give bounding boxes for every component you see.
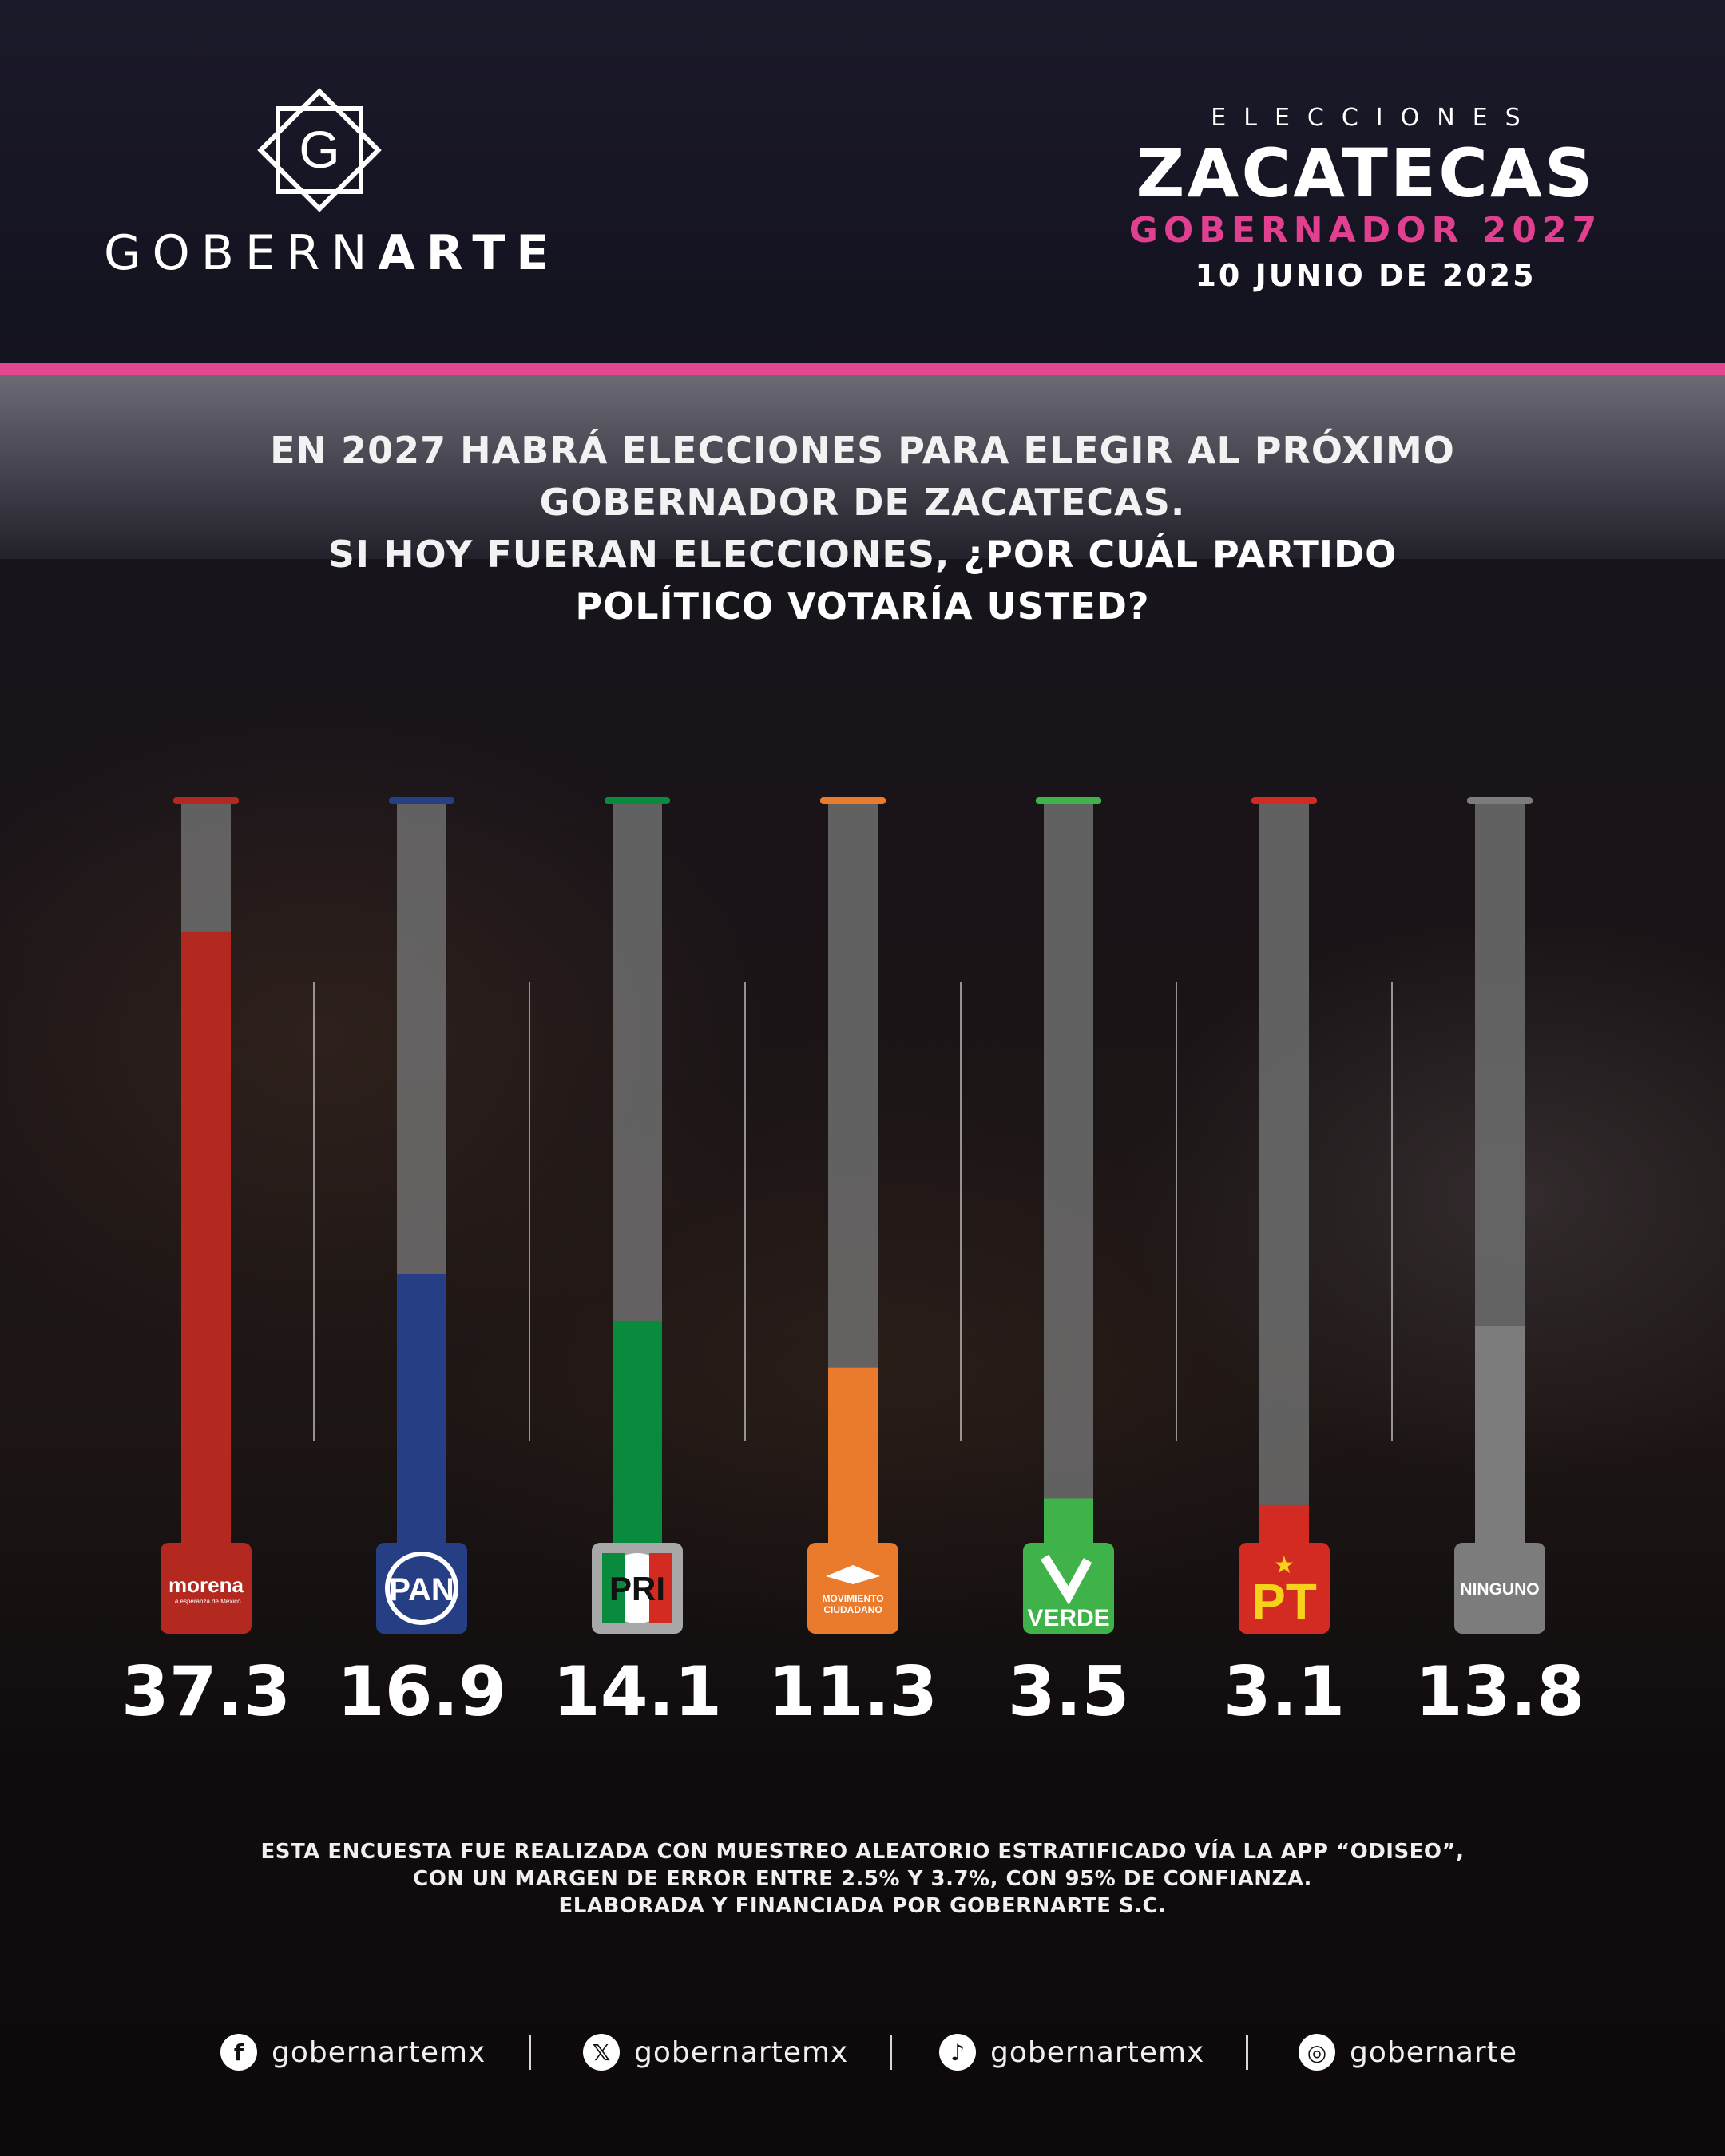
bar-pan [397, 1274, 446, 1557]
logo-tile-ninguno [1454, 1543, 1545, 1634]
bar-cap-morena [173, 797, 239, 804]
mc-eagle-icon [826, 1565, 880, 1584]
social-links: f gobernartemx 𝕏 gobernartemx ♪ gobernar… [0, 2028, 1725, 2076]
pan-logo-label: PAN [389, 1572, 454, 1607]
bar-morena [181, 931, 231, 1557]
question-band [0, 375, 1725, 559]
value-label-movimiento-ciudadano: 11.3 [768, 1652, 938, 1732]
note-line-2c: . [1303, 1867, 1312, 1891]
verde-logo-label: VERDE [1027, 1605, 1109, 1631]
bar-cap-verde [1036, 797, 1101, 804]
bar-pri [613, 1320, 662, 1557]
pri-logo-label: PRI [609, 1570, 665, 1607]
pan-logo-disc [390, 1556, 454, 1620]
note-line-3a: ELABORADA Y FINANCIADA POR [558, 1894, 942, 1918]
tiktok-handle[interactable]: gobernartemx [990, 2035, 1205, 2069]
pt-star-icon: ★ [1274, 1552, 1295, 1579]
pri-logo-green [602, 1553, 625, 1623]
gobernarte-logo-icon: G [257, 88, 382, 212]
mc-logo-line2: CIUDADANO [823, 1604, 882, 1615]
logo-letter: G [299, 120, 339, 179]
x-handle[interactable]: gobernartemx [634, 2035, 849, 2069]
bar-cap-movimiento-ciudadano [820, 797, 886, 804]
pri-logo-red [649, 1553, 672, 1623]
x-icon: 𝕏 [583, 2034, 620, 2071]
election-kicker: ELECCIONES [1211, 104, 1538, 132]
social-separator [890, 2035, 892, 2070]
question-line-4: POLÍTICO VOTARÍA USTED? [575, 585, 1150, 628]
survey-date: 10 JUNIO DE 2025 [1195, 258, 1537, 293]
value-label-verde: 3.5 [1008, 1652, 1129, 1732]
bar-cap-ninguno [1467, 797, 1533, 804]
facebook-handle[interactable]: gobernartemx [272, 2035, 486, 2069]
social-separator [1246, 2035, 1248, 2070]
question-line-2: GOBERNADOR DE ZACATECAS. [539, 481, 1186, 524]
question-line-1: EN 2027 HABRÁ ELECCIONES PARA ELEGIR AL … [270, 429, 1455, 472]
facebook-icon: f [220, 2034, 257, 2071]
survey-question: EN 2027 HABRÁ ELECCIONES PARA ELEGIR AL … [160, 425, 1565, 632]
value-label-ninguno: 13.8 [1415, 1652, 1584, 1732]
instagram-handle[interactable]: gobernarte [1350, 2035, 1517, 2069]
note-line-2a: CON UN MARGEN DE ERROR ENTRE 2.5% Y 3.7%… [413, 1867, 1057, 1891]
ninguno-logo-label: NINGUNO [1460, 1580, 1539, 1599]
value-label-morena: 37.3 [121, 1652, 291, 1732]
logo-tile-pt [1239, 1543, 1330, 1634]
morena-logo-label: morena [169, 1573, 244, 1597]
bar-cap-pan [389, 797, 454, 804]
morena-logo-tagline: La esperanza de México [171, 1598, 241, 1605]
bar-ninguno [1475, 1326, 1525, 1557]
accent-divider [0, 363, 1725, 375]
value-label-pt: 3.1 [1223, 1652, 1345, 1732]
election-state: ZACATECAS [1136, 134, 1596, 212]
election-office: GOBERNADOR 2027 [1128, 210, 1603, 251]
bar-cap-pri [605, 797, 670, 804]
pt-logo-label: PT [1251, 1573, 1317, 1631]
mc-logo-line1: MOVIMIENTO [822, 1593, 883, 1604]
brand-wordmark: GOBERNARTE [104, 225, 551, 281]
verde-check-icon [1040, 1554, 1092, 1605]
brand-wordmark-part1: GOBERN [104, 225, 379, 281]
social-instagram[interactable]: ◎ gobernarte [1299, 2028, 1517, 2076]
bar-track-verde [1044, 803, 1093, 1557]
header: G GOBERNARTE ELECCIONES ZACATECAS GOBERN… [0, 0, 1725, 359]
note-line-1b: APP “ODISEO” [1280, 1840, 1457, 1864]
instagram-icon: ◎ [1299, 2034, 1335, 2071]
note-line-1a: ESTA ENCUESTA FUE REALIZADA CON MUESTREO… [260, 1840, 1274, 1864]
note-line-3b: GOBERNARTE S.C. [950, 1894, 1167, 1918]
social-tiktok[interactable]: ♪ gobernartemx [939, 2028, 1204, 2076]
question-line-3-bold: ¿POR CUÁL PARTIDO [963, 533, 1398, 576]
social-facebook[interactable]: f gobernartemx [220, 2028, 486, 2076]
social-x[interactable]: 𝕏 gobernartemx [583, 2028, 848, 2076]
bar-movimiento-ciudadano [828, 1367, 878, 1557]
social-separator [529, 2035, 531, 2070]
bar-track-pt [1259, 803, 1309, 1557]
tiktok-icon: ♪ [939, 2034, 976, 2071]
question-line-3: SI HOY FUERAN ELECCIONES, [327, 533, 950, 576]
value-label-pan: 16.9 [337, 1652, 506, 1732]
election-title: ELECCIONES ZACATECAS GOBERNADOR 2027 10 … [1110, 104, 1621, 296]
bar-cap-pt [1251, 797, 1317, 804]
logo-tile-movimiento-ciudadano [807, 1543, 898, 1634]
note-line-1c: , [1456, 1840, 1465, 1864]
brand-wordmark-part2: ARTE [378, 225, 561, 281]
value-label-pri: 14.1 [553, 1652, 722, 1732]
methodology-note: ESTA ENCUESTA FUE REALIZADA CON MUESTREO… [120, 1838, 1605, 1920]
note-line-2b: 95% DE CONFIANZA [1065, 1867, 1304, 1891]
logo-tile-morena [161, 1543, 252, 1634]
